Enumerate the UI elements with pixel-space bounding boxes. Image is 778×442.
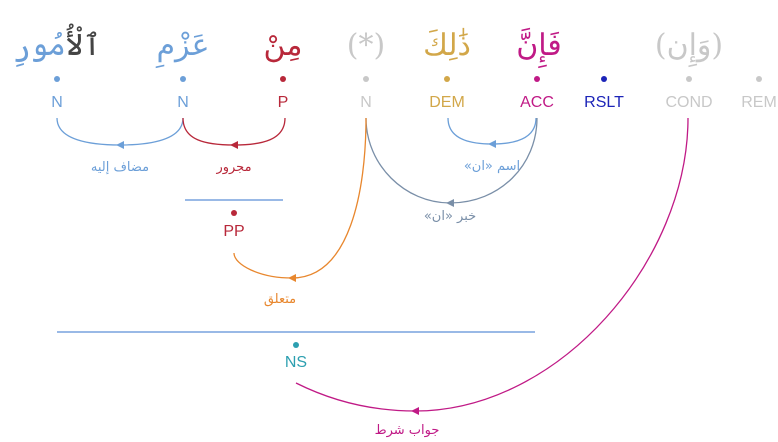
token-dot <box>601 76 607 82</box>
pos-tag: P <box>278 94 289 111</box>
token-dot <box>534 76 540 82</box>
arabic-word-part: عَزْمِ <box>156 28 210 69</box>
token-dot <box>180 76 186 82</box>
arabic-word: ٱلْأُمُورِ <box>13 24 101 68</box>
dependency-arc <box>295 117 689 412</box>
arc-arrowhead <box>116 141 124 149</box>
pos-tag: RSLT <box>584 94 624 111</box>
token-dot <box>756 76 762 82</box>
phrase-tag: PP <box>223 223 244 240</box>
phrase-tag: NS <box>285 354 307 371</box>
pos-tag: COND <box>665 94 712 111</box>
relation-label: خبر «ان» <box>424 209 476 224</box>
pos-tag: N <box>360 94 372 111</box>
token-dot <box>280 76 286 82</box>
arc-arrowhead <box>446 199 454 207</box>
phrase-dot <box>231 210 237 216</box>
pos-tag: DEM <box>429 94 465 111</box>
dependency-arc <box>182 117 286 146</box>
pos-tag: ACC <box>520 94 554 111</box>
relation-label: مضاف إليه <box>91 160 149 175</box>
arc-arrowhead <box>411 407 419 415</box>
token-dot <box>363 76 369 82</box>
arabic-word-part: (وَإِن) <box>655 28 723 68</box>
arabic-word: (*) <box>347 28 385 63</box>
relation-label: متعلق <box>264 292 296 307</box>
arabic-word-part: فَإِنَّ <box>516 27 562 69</box>
arabic-word-part: مِنْ <box>264 28 303 63</box>
relation-label: جواب شرط <box>375 423 440 438</box>
arc-arrowhead <box>488 140 496 148</box>
dependency-arc <box>233 117 367 279</box>
arabic-word: مِنْ <box>264 28 303 63</box>
arc-arrowhead <box>288 274 296 282</box>
dependency-arc <box>56 117 184 146</box>
relation-label: مجرور <box>215 160 251 175</box>
arabic-word-part: ذَٰلِكَ <box>423 27 471 63</box>
relation-label: اسم «ان» <box>464 159 520 174</box>
token-dot <box>444 76 450 82</box>
arc-arrowhead <box>230 141 238 149</box>
pos-tag: REM <box>741 94 777 111</box>
dependency-arc <box>447 117 537 145</box>
arabic-word-part: ٱلْأُ <box>66 24 101 63</box>
phrase-dot <box>293 342 299 348</box>
arabic-word-part: مُورِ <box>13 28 66 68</box>
arabic-word: عَزْمِ <box>156 28 210 69</box>
arabic-word-part: (*) <box>347 28 385 63</box>
arabic-word: فَإِنَّ <box>516 27 562 69</box>
pos-tag: N <box>177 94 189 111</box>
arabic-word: (وَإِن) <box>655 28 723 68</box>
pos-tag: N <box>51 94 63 111</box>
arabic-word: ذَٰلِكَ <box>423 27 471 63</box>
token-dot <box>54 76 60 82</box>
token-dot <box>686 76 692 82</box>
